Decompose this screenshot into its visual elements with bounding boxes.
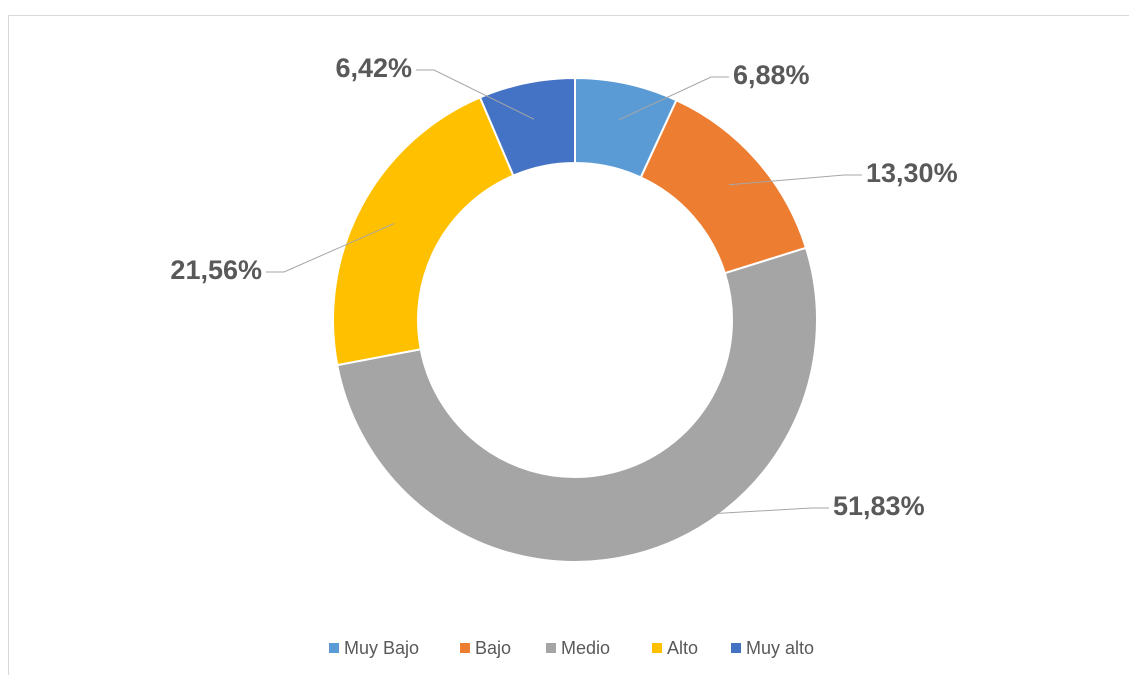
legend-label: Bajo <box>475 638 511 658</box>
legend-label: Medio <box>561 638 610 658</box>
data-label: 51,83% <box>833 491 925 521</box>
donut-segment <box>332 96 515 367</box>
leader-line <box>624 507 829 520</box>
legend-swatch <box>546 643 556 653</box>
leader-line <box>416 69 535 120</box>
legend-swatch <box>329 643 339 653</box>
legend-label: Alto <box>667 638 698 658</box>
donut-segment <box>478 76 576 177</box>
data-label: 13,30% <box>866 158 958 188</box>
data-label: 21,56% <box>170 255 262 285</box>
data-label: 6,88% <box>733 60 810 90</box>
legend-label: Muy alto <box>746 638 814 658</box>
legend-swatch <box>460 643 470 653</box>
donut-segment <box>336 246 818 563</box>
data-label: 6,42% <box>335 53 412 83</box>
legend-swatch <box>652 643 662 653</box>
legend-swatch <box>731 643 741 653</box>
leader-line <box>728 174 862 186</box>
legend-label: Muy Bajo <box>344 638 419 658</box>
leader-line <box>266 223 395 273</box>
leader-line <box>618 76 729 121</box>
